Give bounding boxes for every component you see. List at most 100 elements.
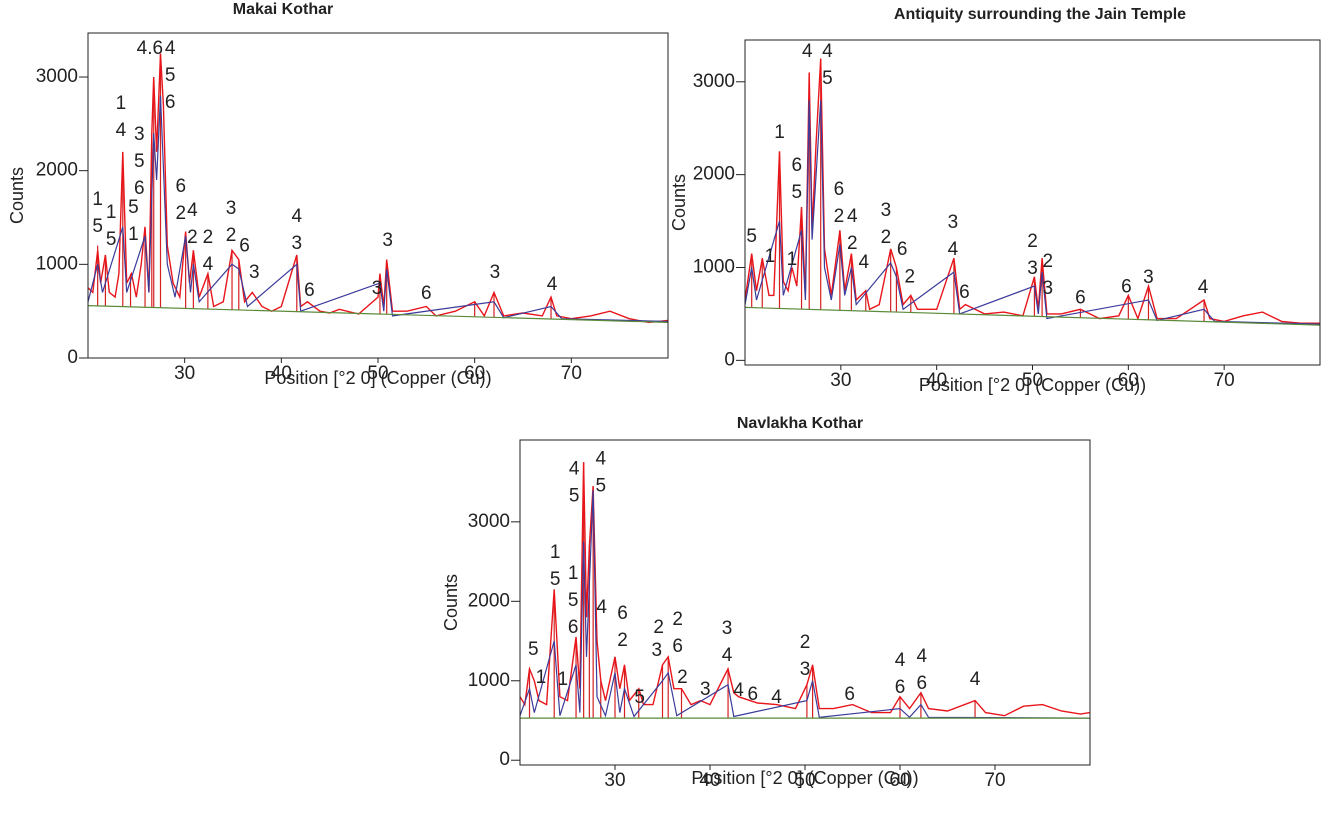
peak-annotation: 2 [1043,251,1054,272]
peak-annotation: 6 [747,684,758,705]
peak-annotation: 1 [557,669,568,690]
peak-annotation: 6 [1075,287,1086,308]
peak-annotation: 6 [165,92,176,113]
plot-area [745,58,1320,326]
peak-annotation: 6 [844,684,855,705]
peak-annotation: 4 [895,650,906,671]
y-tick-label: 0 [67,347,78,368]
x-tick-label: 50 [1022,370,1043,391]
peak-annotation: 3 [249,262,260,283]
peak-annotation: 6 [421,283,432,304]
y-tick-label: 0 [724,349,735,370]
peak-annotation: 6 [1121,276,1132,297]
peak-annotation: 3 [652,640,663,661]
peak-annotation: 4 [1198,277,1209,298]
peak-annotation: 6 [895,677,906,698]
peak-annotation: 4 [203,254,214,275]
chart-title: Antiquity surrounding the Jain Temple [894,6,1186,23]
panel: Navlakha Kothar Position [°2 0] (Copper (… [441,415,1091,791]
y-tick-label: 2000 [36,160,78,181]
peak-annotation: 2 [176,203,187,224]
peak-annotation: 4 [187,200,198,221]
peak-annotation: 2 [847,233,858,254]
peak-annotation: 2 [905,266,916,287]
x-tick-label: 30 [174,363,195,384]
peak-annotation: 4 [569,459,580,480]
x-axis-label: Position [°2 0] (Copper (Cu)) [264,368,491,388]
peak-annotation: 5 [165,65,176,86]
peak-annotation: 6 [304,280,315,301]
peak-annotation: 4 [802,41,813,62]
peak-annotation: 5 [568,590,579,611]
peak-annotation: 3 [1143,267,1154,288]
y-tick-label: 3000 [468,511,510,532]
peak-annotation: 3 [722,618,733,639]
peak-annotation: 2 [800,632,811,653]
peak-annotation: 5 [92,216,103,237]
peak-annotation: 3 [372,278,383,299]
peak-annotation: 2 [203,227,214,248]
y-tick-label: 3000 [693,71,735,92]
peak-annotation: 4 [859,252,870,273]
y-axis-label: Counts [441,574,461,631]
peak-annotation: 2 [653,617,664,638]
x-tick-label: 60 [1118,370,1139,391]
peak-annotation: 3 [226,198,237,219]
peak-annotation: 6 [176,176,187,197]
series-line [745,58,1320,324]
peak-annotation: 6 [917,673,928,694]
peak-annotation: 3 [292,233,303,254]
peak-annotation: 4 [847,206,858,227]
peak-annotation: 1 [787,249,798,270]
peak-annotation: 1 [536,667,547,688]
peak-annotation: 1 [774,122,785,143]
series-line [520,462,1090,717]
y-tick-label: 3000 [36,66,78,87]
peak-annotation: 4 [292,206,303,227]
peak-annotation: 6 [134,178,145,199]
y-tick-label: 1000 [693,257,735,278]
peak-annotation: 5 [528,639,539,660]
peak-annotation: 5 [569,486,580,507]
plot-area [520,462,1090,719]
x-tick-label: 40 [926,370,947,391]
peak-annotation: 3 [881,200,892,221]
peak-annotation: 4 [595,449,606,470]
x-tick-label: 70 [561,363,582,384]
plot-area [88,53,668,324]
peak-annotation: 4 [948,239,959,260]
peak-annotation: 4 [165,38,176,59]
x-tick-label: 30 [830,370,851,391]
chart-title: Makai Kothar [233,1,333,18]
peak-annotation: 5 [634,687,645,708]
peak-annotation: 1 [128,224,139,245]
peak-annotation: 4 [596,597,607,618]
panel: Makai Kothar Position [°2 0] (Copper (Cu)… [7,1,669,388]
peak-annotation: 4.6 [137,38,163,59]
peak-annotation: 6 [672,636,683,657]
peak-annotation: 3 [134,124,145,145]
peak-annotation: 5 [822,68,833,89]
x-axis-label: Position [°2 0] (Copper (Cu)) [919,375,1146,395]
peak-annotation: 4 [722,645,733,666]
peak-annotation: 6 [239,236,250,257]
y-axis-label: Counts [669,174,689,231]
x-axis-label: Position [°2 0] (Copper (Cu)) [691,768,918,788]
peak-annotation: 5 [595,476,606,497]
peak-annotation: 6 [568,617,579,638]
panel: Antiquity surrounding the Jain Temple Pos… [669,6,1321,395]
peak-annotation: 1 [116,93,127,114]
peak-annotation: 4 [917,646,928,667]
x-tick-label: 50 [367,363,388,384]
peak-annotation: 5 [550,569,561,590]
chart-title: Navlakha Kothar [737,415,863,432]
series-line [88,305,668,323]
peak-annotation: 3 [1043,278,1054,299]
y-tick-label: 2000 [693,164,735,185]
series-line [88,95,668,323]
peak-annotation: 1 [550,542,561,563]
peak-annotation: 4 [733,680,744,701]
peak-annotation: 1 [568,563,579,584]
peak-annotation: 4 [547,274,558,295]
